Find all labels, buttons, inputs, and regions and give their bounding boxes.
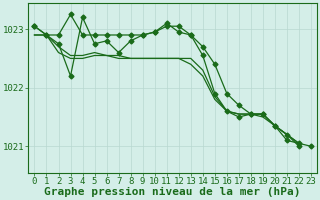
X-axis label: Graphe pression niveau de la mer (hPa): Graphe pression niveau de la mer (hPa) — [44, 187, 301, 197]
